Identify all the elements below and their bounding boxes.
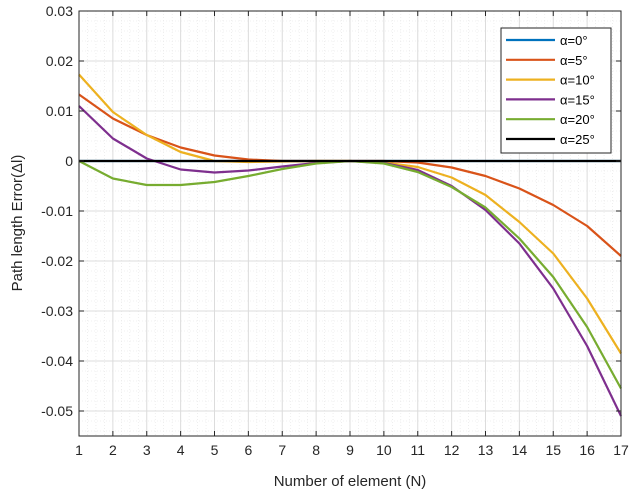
- x-tick-label: 14: [512, 442, 528, 458]
- x-tick-label: 7: [278, 442, 286, 458]
- x-tick-label: 5: [211, 442, 219, 458]
- x-tick-label: 6: [244, 442, 252, 458]
- x-tick-label: 1: [75, 442, 83, 458]
- legend-label: α=10°: [560, 73, 595, 88]
- legend-label: α=15°: [560, 92, 595, 107]
- y-tick-label: 0.03: [46, 3, 73, 19]
- y-axis-label: Path length Error(Δl): [9, 155, 26, 292]
- x-tick-label: 17: [613, 442, 629, 458]
- series-lines: [78, 73, 622, 417]
- x-tick-label: 16: [579, 442, 595, 458]
- legend-label: α=20°: [560, 112, 595, 127]
- x-tick-label: 9: [346, 442, 354, 458]
- y-tick-label: -0.01: [41, 203, 73, 219]
- x-tick-label: 10: [376, 442, 392, 458]
- x-tick-label: 4: [177, 442, 185, 458]
- axis-ticks: [78, 10, 622, 436]
- x-tick-label: 13: [478, 442, 494, 458]
- x-tick-label: 8: [312, 442, 320, 458]
- y-tick-label: -0.04: [41, 353, 73, 369]
- x-tick-label: 11: [410, 442, 425, 458]
- y-tick-labels: 0.03 0.02 0.01 0 -0.01 -0.02 -0.03 -0.04 -0.05: [41, 3, 73, 419]
- legend-label: α=25°: [560, 132, 595, 147]
- legend-label: α=5°: [560, 53, 588, 68]
- x-tick-labels: 1 2 3 4 5 6 7 8 9 10 11 12 13 14 15 16 17: [75, 442, 629, 458]
- x-tick-label: 3: [143, 442, 151, 458]
- legend-label: α=0°: [560, 33, 588, 48]
- y-tick-label: -0.02: [41, 253, 73, 269]
- y-tick-label: 0.01: [46, 103, 73, 119]
- x-tick-label: 12: [444, 442, 460, 458]
- legend: α=0° α=5° α=10° α=15° α=20° α=25°: [500, 27, 612, 154]
- y-tick-label: 0.02: [46, 53, 73, 69]
- y-tick-label: -0.05: [41, 403, 73, 419]
- x-tick-label: 2: [109, 442, 117, 458]
- y-tick-label: 0: [65, 153, 73, 169]
- y-tick-label: -0.03: [41, 303, 73, 319]
- x-tick-label: 15: [545, 442, 561, 458]
- legend-box: [500, 27, 612, 154]
- x-axis-label: Number of element (N): [274, 473, 427, 490]
